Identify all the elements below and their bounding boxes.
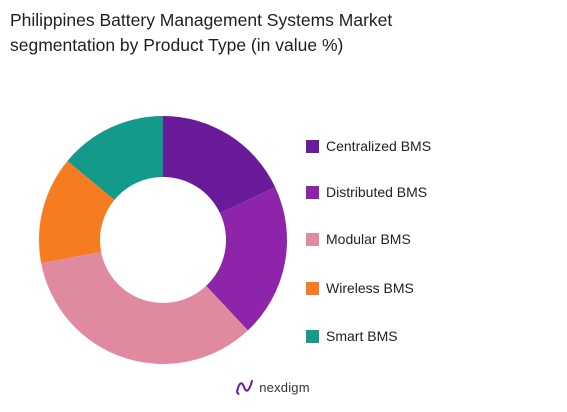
brand-footer: nexdigm [0, 378, 567, 396]
donut-slice-smart-bms [67, 116, 163, 200]
chart-title-line-2: segmentation by Product Type (in value %… [10, 35, 344, 55]
brand-name: nexdigm [259, 379, 310, 395]
legend-label: Centralized BMS [326, 138, 432, 154]
legend-label: Wireless BMS [326, 280, 414, 296]
donut-slice-centralized-bms [163, 116, 276, 214]
legend-swatch [306, 139, 319, 153]
legend-item-wireless-bms: Wireless BMS [306, 278, 414, 298]
donut-slice-distributed-bms [206, 187, 287, 331]
legend-swatch [306, 185, 319, 199]
legend-swatch [306, 281, 319, 295]
legend-swatch [306, 232, 319, 246]
nexdigm-logo-icon [236, 380, 254, 395]
legend-item-smart-bms: Smart BMS [306, 326, 398, 346]
chart-title: Philippines Battery Management Systems M… [10, 8, 550, 58]
legend-label: Distributed BMS [326, 184, 428, 200]
legend-label: Modular BMS [326, 231, 411, 247]
legend-label: Smart BMS [326, 328, 398, 344]
legend-item-centralized-bms: Centralized BMS [306, 136, 431, 156]
donut-slice-modular-bms [41, 251, 248, 364]
legend-swatch [306, 329, 319, 343]
legend-item-modular-bms: Modular BMS [306, 229, 411, 249]
legend-item-distributed-bms: Distributed BMS [306, 182, 427, 202]
chart-title-line-1: Philippines Battery Management Systems M… [10, 10, 393, 30]
donut-slice-wireless-bms [39, 160, 115, 264]
